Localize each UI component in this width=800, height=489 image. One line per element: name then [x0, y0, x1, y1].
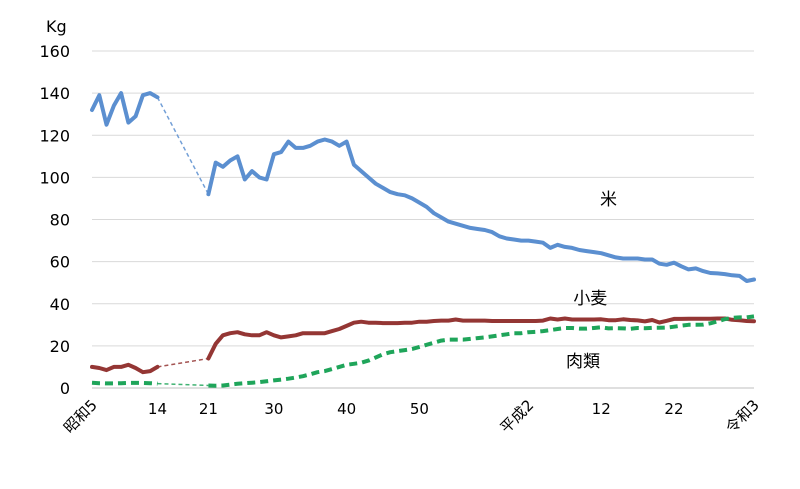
y-axis-label: Kg — [46, 17, 67, 36]
y-tick-label: 100 — [39, 168, 70, 187]
series-gap-connector — [157, 382, 209, 387]
series-annotation: 小麦 — [573, 289, 607, 309]
y-tick-label: 140 — [39, 84, 70, 103]
x-tick-label: 22 — [664, 400, 683, 418]
x-tick-label: 令和3 — [722, 396, 763, 437]
series-annotation: 肉類 — [566, 352, 600, 372]
series-gap-connector — [156, 96, 210, 195]
x-tick-labels: 昭和5 14 21 30 40 50 平成2 12 22 令和3 — [60, 396, 763, 437]
gridlines — [92, 50, 754, 347]
x-tick-label: 50 — [410, 400, 429, 418]
x-tick-label: 平成2 — [497, 396, 538, 437]
y-tick-label: 160 — [39, 42, 70, 61]
series-annotation: 米 — [600, 190, 617, 210]
series-lines — [90, 91, 756, 388]
x-tick-label: 昭和5 — [60, 396, 101, 437]
y-tick-label: 0 — [60, 379, 70, 398]
y-tick-label: 40 — [50, 295, 70, 314]
x-tick-label: 14 — [148, 400, 167, 418]
y-tick-label: 20 — [50, 337, 70, 356]
series-gap-connector — [157, 357, 209, 368]
series-line-postwar — [206, 137, 756, 283]
y-tick-label: 120 — [39, 126, 70, 145]
y-tick-label: 60 — [50, 253, 70, 272]
x-tick-label: 40 — [337, 400, 356, 418]
y-tick-label: 80 — [50, 211, 70, 230]
series-line-postwar — [206, 316, 756, 361]
y-tick-labels: 0 20 40 60 80 100 120 140 160 — [39, 42, 70, 398]
series-line-postwar — [208, 314, 755, 388]
series-line-prewar — [90, 362, 160, 375]
series-line-prewar — [91, 380, 158, 386]
series-line-prewar — [90, 91, 160, 127]
x-tick-label: 21 — [199, 400, 218, 418]
x-tick-label: 12 — [592, 400, 611, 418]
x-tick-label: 30 — [264, 400, 283, 418]
